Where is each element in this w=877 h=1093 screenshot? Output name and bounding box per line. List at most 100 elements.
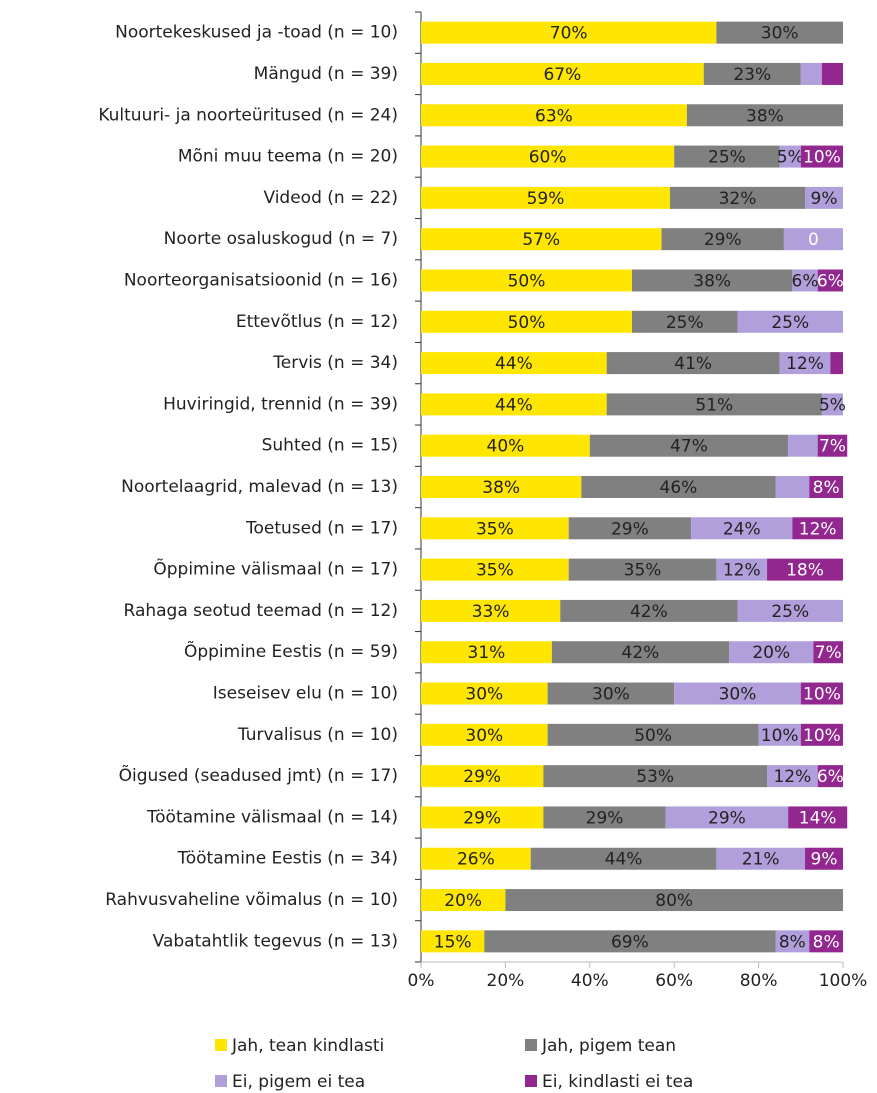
data-label: 30% [761, 24, 799, 44]
bar-segment [788, 434, 818, 457]
legend-label: Ei, kindlasti ei tea [542, 1072, 693, 1092]
bar-segment [421, 393, 607, 416]
bar-segment [674, 145, 780, 168]
data-label: 59% [527, 189, 565, 209]
bar-segment [421, 476, 582, 498]
bar-segment [632, 310, 738, 333]
bar-segment [767, 558, 843, 581]
bar-segment [737, 310, 843, 333]
legend-label: Jah, pigem tean [541, 1036, 676, 1056]
x-tick-label: 100% [819, 971, 868, 991]
bar-segment [805, 186, 843, 209]
data-label: 29% [586, 808, 624, 828]
bar-segment [547, 723, 759, 746]
x-tick-label: 20% [487, 971, 525, 991]
data-label: 23% [733, 65, 771, 85]
y-tick-label: Rahaga seotud teemad (n = 12) [124, 601, 399, 621]
bar-segment [606, 352, 780, 375]
bar-segment [606, 393, 822, 416]
data-label: 6% [817, 271, 844, 291]
bar-segment [505, 889, 843, 912]
data-label: 5% [777, 148, 804, 168]
bar-segment [421, 186, 670, 209]
bar-segment [421, 847, 531, 870]
bar-segment [813, 641, 843, 664]
data-label: 29% [611, 519, 649, 539]
y-tick-label: Noortelaagrid, malevad (n = 13) [121, 477, 398, 497]
data-label: 38% [746, 106, 784, 126]
bar-segment [421, 269, 632, 292]
bar-segment [421, 517, 569, 540]
bar-segment [484, 930, 776, 953]
data-label: 21% [742, 850, 780, 870]
bar-segment [581, 476, 776, 498]
bar-segment [551, 641, 730, 664]
bar-segment [716, 558, 768, 581]
x-tick-label: 40% [571, 971, 609, 991]
data-label: 35% [624, 561, 662, 581]
bar-segment [775, 476, 810, 498]
bar-segment [800, 682, 843, 705]
data-label: 8% [813, 932, 840, 952]
bar-segment [716, 847, 806, 870]
legend-label: Ei, pigem ei tea [232, 1072, 365, 1092]
legend-swatch [215, 1075, 227, 1087]
data-label: 12% [723, 561, 761, 581]
data-label: 15% [434, 932, 472, 952]
y-tick-label: Toetused (n = 17) [245, 518, 398, 538]
data-label: 51% [695, 395, 733, 415]
bar-segment [568, 558, 717, 581]
data-label: 38% [482, 478, 520, 498]
bar-segment [703, 62, 801, 85]
y-tick-label: Iseseisev elu (n = 10) [213, 684, 398, 704]
bar-segment [421, 723, 548, 746]
data-label: 25% [708, 148, 746, 168]
data-label: 25% [666, 313, 704, 333]
bar-segment [530, 847, 717, 870]
data-label: 12% [799, 519, 837, 539]
data-label: 8% [779, 932, 806, 952]
bar-segment [632, 269, 793, 292]
data-label: 10% [803, 685, 841, 705]
data-label: 25% [771, 602, 809, 622]
y-tick-label: Ettevõtlus (n = 12) [236, 312, 398, 332]
data-label: 42% [630, 602, 668, 622]
y-tick-label: Töötamine Eestis (n = 34) [177, 849, 398, 869]
y-tick-label: Videod (n = 22) [263, 188, 398, 208]
data-label: 25% [771, 313, 809, 333]
data-label: 30% [465, 726, 503, 746]
data-label: 5% [819, 395, 846, 415]
data-label: 57% [522, 230, 560, 250]
data-label: 10% [761, 726, 799, 746]
data-label: 44% [605, 850, 643, 870]
legend-label: Jah, tean kindlasti [231, 1036, 384, 1056]
data-label: 63% [535, 106, 573, 126]
bar-segment [758, 723, 801, 746]
data-label: 14% [799, 808, 837, 828]
y-tick-label: Turvalisus (n = 10) [237, 725, 398, 745]
bar-segment [421, 765, 544, 788]
bar-segment [779, 352, 831, 375]
data-label: 33% [472, 602, 510, 622]
bar-segment [830, 352, 843, 375]
y-tick-label: Õppimine välismaal (n = 17) [153, 558, 398, 580]
y-tick-label: Töötamine välismaal (n = 14) [146, 807, 398, 827]
bar-segment [421, 641, 552, 664]
bar-segment [729, 641, 814, 664]
bar-segment [421, 352, 607, 375]
data-label: 29% [704, 230, 742, 250]
bar-segment [421, 930, 485, 953]
data-label: 35% [476, 561, 514, 581]
bar-segment [421, 682, 548, 705]
data-label: 9% [811, 189, 838, 209]
data-label: 50% [508, 271, 546, 291]
data-label: 6% [792, 271, 819, 291]
data-label: 47% [670, 437, 708, 457]
bar-segment [421, 228, 662, 251]
y-tick-label: Tervis (n = 34) [272, 353, 398, 373]
bar-segment [792, 517, 843, 540]
data-label: 7% [819, 437, 846, 457]
bar-segment [421, 558, 569, 581]
bar-segment [800, 723, 843, 746]
bar-segment [800, 62, 822, 85]
